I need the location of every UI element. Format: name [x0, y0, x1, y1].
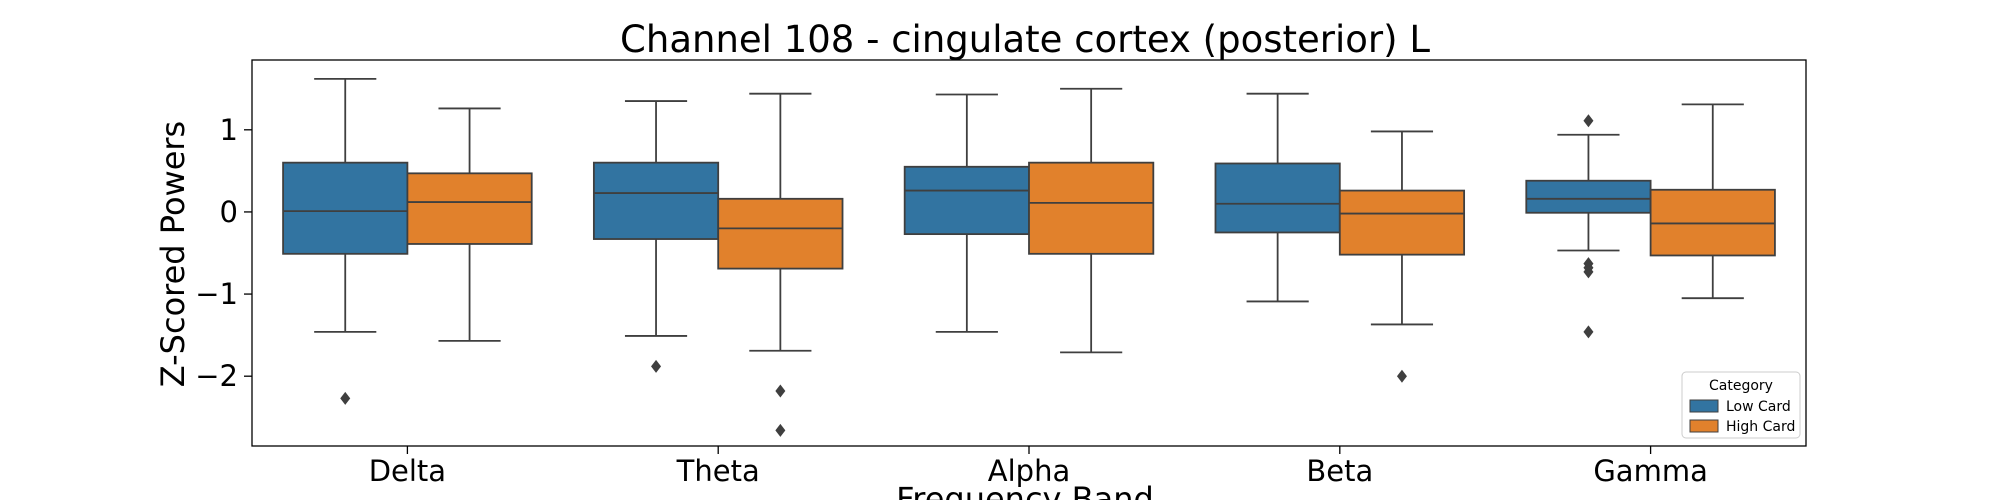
legend-label: Low Card: [1726, 399, 1791, 415]
y-tick-label: −2: [195, 359, 238, 393]
legend-label: High Card: [1726, 419, 1795, 435]
box-theta-high-card: [717, 92, 844, 437]
x-tick-label: Delta: [369, 454, 446, 488]
iqr-box: [1214, 162, 1341, 234]
legend-swatch: [1689, 419, 1719, 433]
box-theta-low-card: [592, 100, 720, 373]
y-tick-label: −1: [195, 277, 238, 311]
box-alpha-low-card: [903, 93, 1030, 333]
box-alpha-high-card: [1028, 87, 1155, 354]
legend-title: Category: [1709, 378, 1773, 394]
outlier-point: [775, 423, 786, 437]
x-tick-label: Alpha: [988, 454, 1070, 488]
outlier-point: [340, 391, 351, 405]
x-tick-label: Gamma: [1593, 454, 1708, 488]
box-beta-low-card: [1214, 92, 1341, 303]
outlier-point: [775, 384, 786, 398]
iqr-box: [282, 161, 409, 255]
plot-area: [282, 77, 1776, 437]
box-gamma-low-card: [1525, 114, 1652, 339]
box-beta-high-card: [1338, 130, 1466, 383]
legend: Category Low Card High Card: [1681, 371, 1801, 439]
box-delta-high-card: [406, 107, 533, 342]
x-axis-title: Frequency Band: [896, 480, 1154, 500]
outlier-point: [651, 359, 662, 373]
outlier-point: [1583, 265, 1594, 279]
outlier-point: [1583, 325, 1594, 339]
box-delta-low-card: [282, 77, 409, 405]
y-axis-title: Z-Scored Powers: [154, 121, 192, 387]
x-tick-label: Theta: [676, 454, 760, 488]
iqr-box: [1028, 161, 1155, 255]
x-tick-label: Beta: [1306, 454, 1373, 488]
iqr-box: [592, 161, 720, 240]
iqr-box: [903, 165, 1030, 236]
box-gamma-high-card: [1649, 103, 1776, 300]
iqr-box: [1525, 179, 1652, 214]
outlier-point: [1396, 369, 1407, 383]
outlier-point: [1583, 114, 1594, 128]
chart-title: Channel 108 - cingulate cortex (posterio…: [620, 18, 1430, 61]
iqr-box: [406, 172, 533, 245]
iqr-box: [717, 197, 844, 270]
legend-swatch: [1689, 399, 1719, 413]
axes: 1 0 −1 −2 Delta Theta Alpha Beta Gamma: [195, 113, 1708, 488]
y-tick-label: 1: [220, 113, 238, 147]
y-tick-label: 0: [220, 195, 238, 229]
iqr-box: [1338, 189, 1466, 256]
